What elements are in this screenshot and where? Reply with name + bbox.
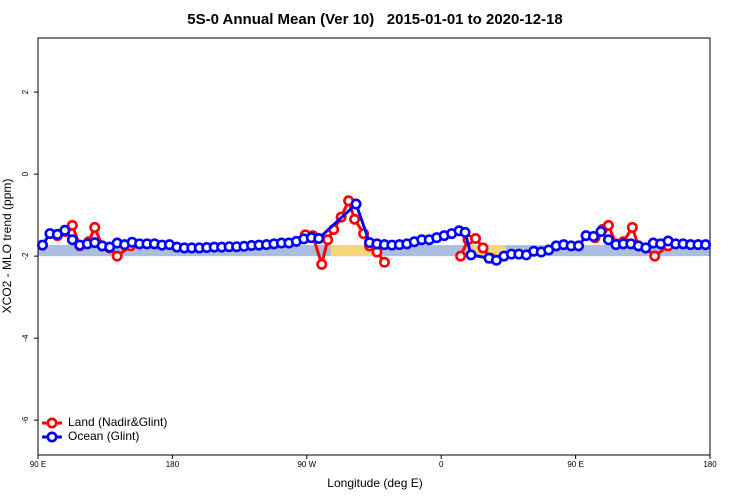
legend-label: Ocean (Glint): [68, 429, 139, 443]
point: [66, 219, 78, 231]
point: [465, 249, 477, 261]
legend-marker: [46, 431, 58, 443]
point: [313, 233, 325, 245]
point: [573, 240, 585, 252]
point: [59, 224, 71, 236]
point: [378, 256, 390, 268]
point: [36, 239, 48, 251]
x-tick-label: 180: [703, 460, 717, 469]
point: [477, 242, 489, 254]
chart-title: 5S-0 Annual Mean (Ver 10) 2015-01-01 to …: [187, 11, 562, 28]
point: [640, 242, 652, 254]
y-tick-label: 2: [21, 89, 30, 94]
point: [626, 221, 638, 233]
point: [602, 219, 614, 231]
band: [330, 245, 373, 257]
point: [470, 233, 482, 245]
legend-marker: [46, 417, 58, 429]
x-tick-label: 90 E: [30, 460, 46, 469]
legend-label: Land (Nadir&Glint): [68, 415, 167, 429]
point: [649, 250, 661, 262]
x-tick-label: 0: [439, 460, 444, 469]
point: [588, 230, 600, 242]
x-axis-label: Longitude (deg E): [327, 476, 422, 490]
point: [455, 250, 467, 262]
y-axis-label: XCO2 - MLO trend (ppm): [0, 179, 14, 314]
y-tick-label: -6: [21, 416, 30, 424]
series-line: [56, 199, 670, 266]
point: [111, 250, 123, 262]
point: [350, 198, 362, 210]
point: [700, 239, 712, 251]
point: [595, 226, 607, 238]
point: [459, 226, 471, 238]
point: [66, 234, 78, 246]
y-tick-label: -2: [21, 252, 30, 260]
y-tick-label: -4: [21, 334, 30, 342]
y-tick-label: 0: [21, 171, 30, 176]
x-tick-label: 180: [166, 460, 180, 469]
point: [89, 221, 101, 233]
x-tick-label: 90 E: [567, 460, 583, 469]
point: [349, 213, 361, 225]
point: [322, 234, 334, 246]
point: [316, 258, 328, 270]
point: [602, 234, 614, 246]
x-tick-label: 90 W: [297, 460, 316, 469]
